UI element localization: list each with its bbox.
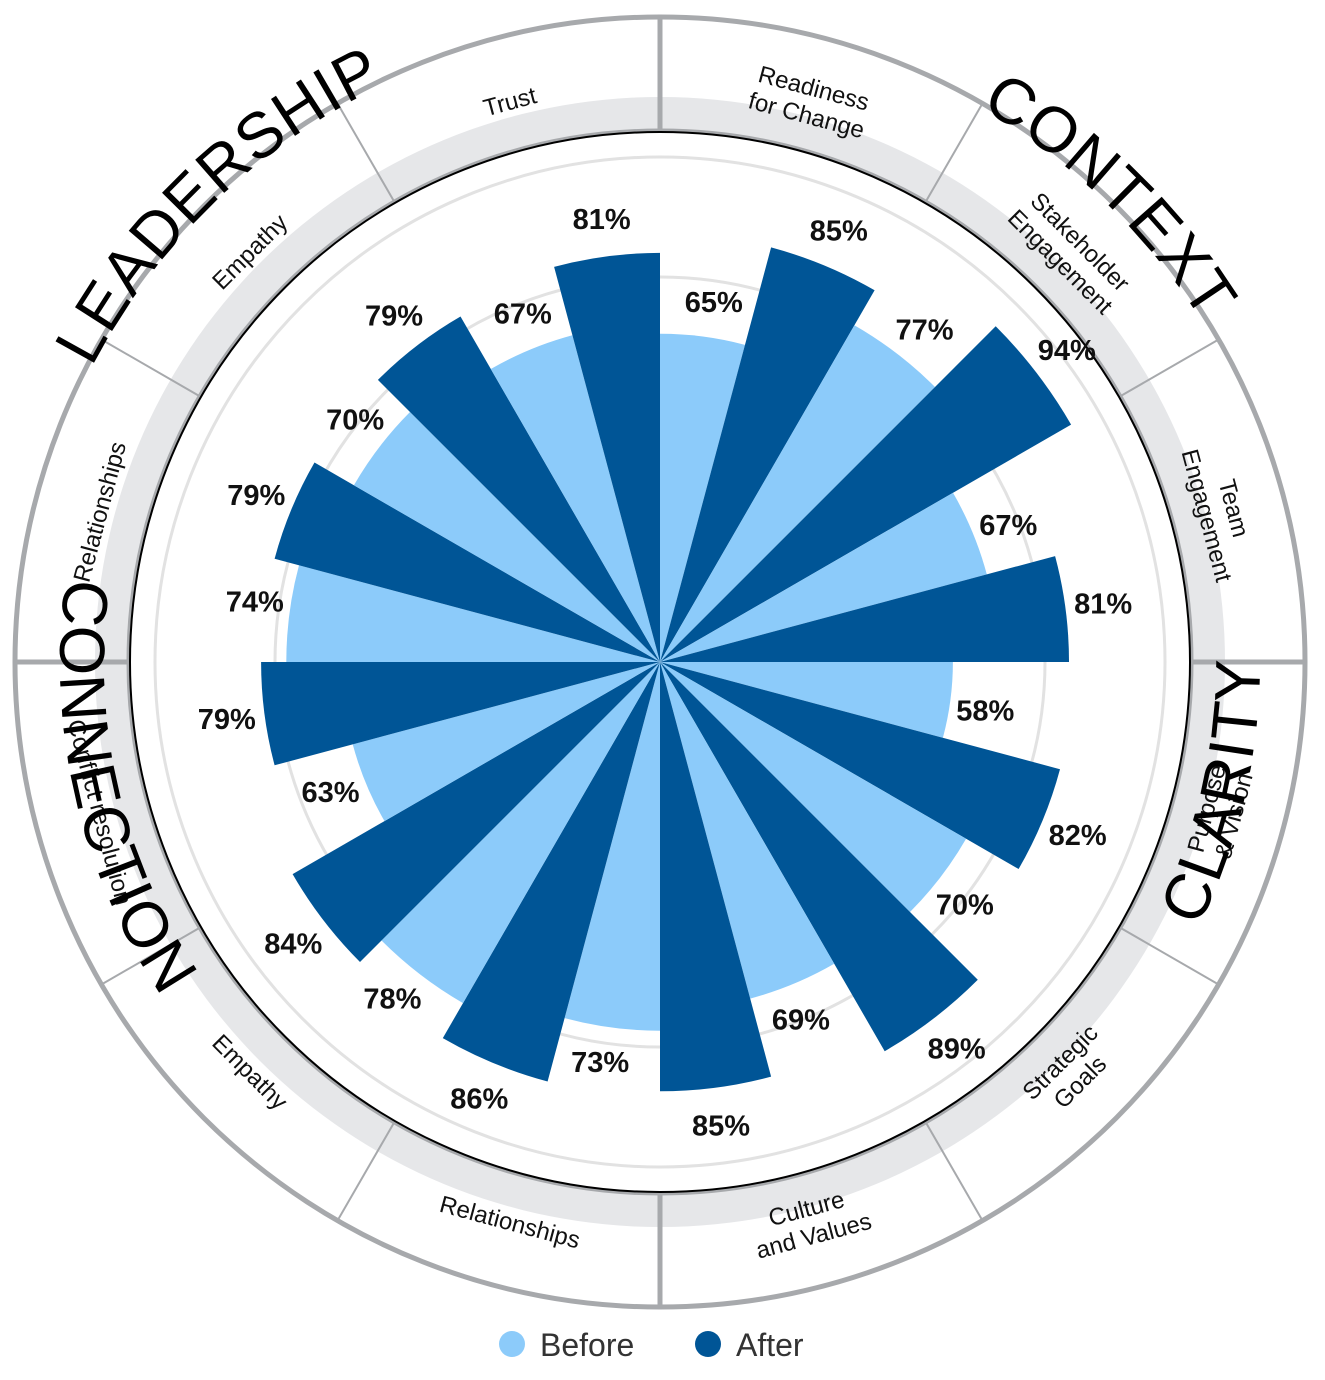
value-label-before-clarity-culture-and-values: 69%	[772, 1005, 830, 1037]
value-label-after-connection-empathy: 84%	[264, 928, 322, 960]
bar-after-context-stakeholder-engagement	[660, 326, 1072, 662]
value-label-after-context-stakeholder-engagement: 94%	[1038, 335, 1096, 367]
bar-after-leadership-empathy	[377, 316, 660, 662]
plot-inner-outline	[129, 131, 1191, 1193]
bar-before-clarity-purpose-vision	[660, 662, 953, 738]
legend: Before After	[499, 1327, 804, 1363]
segment-divider	[336, 102, 395, 202]
bar-after-leadership-relationships	[274, 462, 660, 662]
bar-after-clarity-culture-and-values	[660, 662, 772, 1092]
legend-label-before: Before	[540, 1327, 634, 1363]
bar-before-clarity-culture-and-values	[660, 662, 835, 999]
value-label-after-context-readiness-for-change: 85%	[810, 215, 868, 247]
value-label-before-leadership-relationships: 74%	[226, 586, 284, 618]
segment-divider	[925, 102, 984, 202]
bar-before-connection-empathy	[381, 662, 660, 1004]
bar-before-connection-conflict-resolution	[352, 662, 660, 822]
value-label-after-context-team-engagement: 81%	[1074, 589, 1132, 621]
bar-before-context-team-engagement	[660, 492, 987, 662]
bar-after-connection-relationships	[442, 662, 660, 1082]
legend-swatch-after	[695, 1331, 721, 1357]
value-label-before-context-stakeholder-engagement: 77%	[895, 315, 953, 347]
value-label-after-clarity-culture-and-values: 85%	[692, 1110, 750, 1142]
bar-before-context-readiness-for-change	[660, 333, 745, 662]
value-label-after-clarity-strategic-goals: 89%	[928, 1034, 986, 1066]
bar-after-leadership-trust	[554, 252, 660, 662]
value-label-before-context-team-engagement: 67%	[979, 510, 1037, 542]
bar-before-clarity-strategic-goals	[660, 662, 967, 912]
bar-after-clarity-purpose-vision	[660, 662, 1060, 869]
value-label-before-leadership-empathy: 70%	[326, 405, 384, 437]
bar-before-connection-relationships	[564, 662, 660, 1031]
bar-before-leadership-trust	[490, 335, 660, 662]
value-label-before-leadership-trust: 67%	[494, 299, 552, 331]
value-label-after-connection-relationships: 86%	[450, 1083, 508, 1115]
bar-after-context-team-engagement	[660, 556, 1069, 662]
bars	[261, 247, 1072, 1092]
value-labels: 65% 85% 77% 94% 67% 81% 58% 82% 70% 89% 69% 85% 73% 8…	[198, 204, 1133, 1143]
segment-divider	[1120, 338, 1220, 397]
value-label-before-connection-empathy: 78%	[363, 983, 421, 1015]
bar-before-context-stakeholder-engagement	[660, 325, 935, 662]
segment-divider	[925, 1122, 984, 1222]
value-label-after-clarity-purpose-vision: 82%	[1049, 820, 1107, 852]
segment-divider	[100, 927, 200, 986]
bar-before-leadership-relationships	[286, 565, 660, 662]
value-label-before-clarity-purpose-vision: 58%	[956, 696, 1014, 728]
segment-divider	[336, 1122, 395, 1222]
bar-after-context-readiness-for-change	[660, 247, 875, 662]
value-label-after-leadership-trust: 81%	[573, 204, 631, 236]
value-label-before-clarity-strategic-goals: 70%	[936, 890, 994, 922]
value-label-before-connection-relationships: 73%	[571, 1047, 629, 1079]
segment-divider	[100, 338, 200, 397]
legend-label-after: After	[736, 1327, 804, 1363]
value-label-before-connection-conflict-resolution: 63%	[301, 777, 359, 809]
legend-swatch-before	[499, 1331, 525, 1357]
bar-before-leadership-empathy	[353, 412, 660, 662]
value-label-after-connection-conflict-resolution: 79%	[198, 704, 256, 736]
value-label-before-context-readiness-for-change: 65%	[685, 287, 743, 319]
gridline-outer	[153, 155, 1167, 1169]
ring-dividers	[15, 17, 1305, 1307]
bar-after-connection-conflict-resolution	[261, 662, 660, 766]
value-label-after-leadership-empathy: 79%	[365, 300, 423, 332]
bar-after-clarity-strategic-goals	[660, 662, 978, 1052]
bar-after-connection-empathy	[292, 662, 660, 962]
value-label-after-leadership-relationships: 79%	[227, 480, 285, 512]
segment-divider	[1120, 927, 1220, 986]
